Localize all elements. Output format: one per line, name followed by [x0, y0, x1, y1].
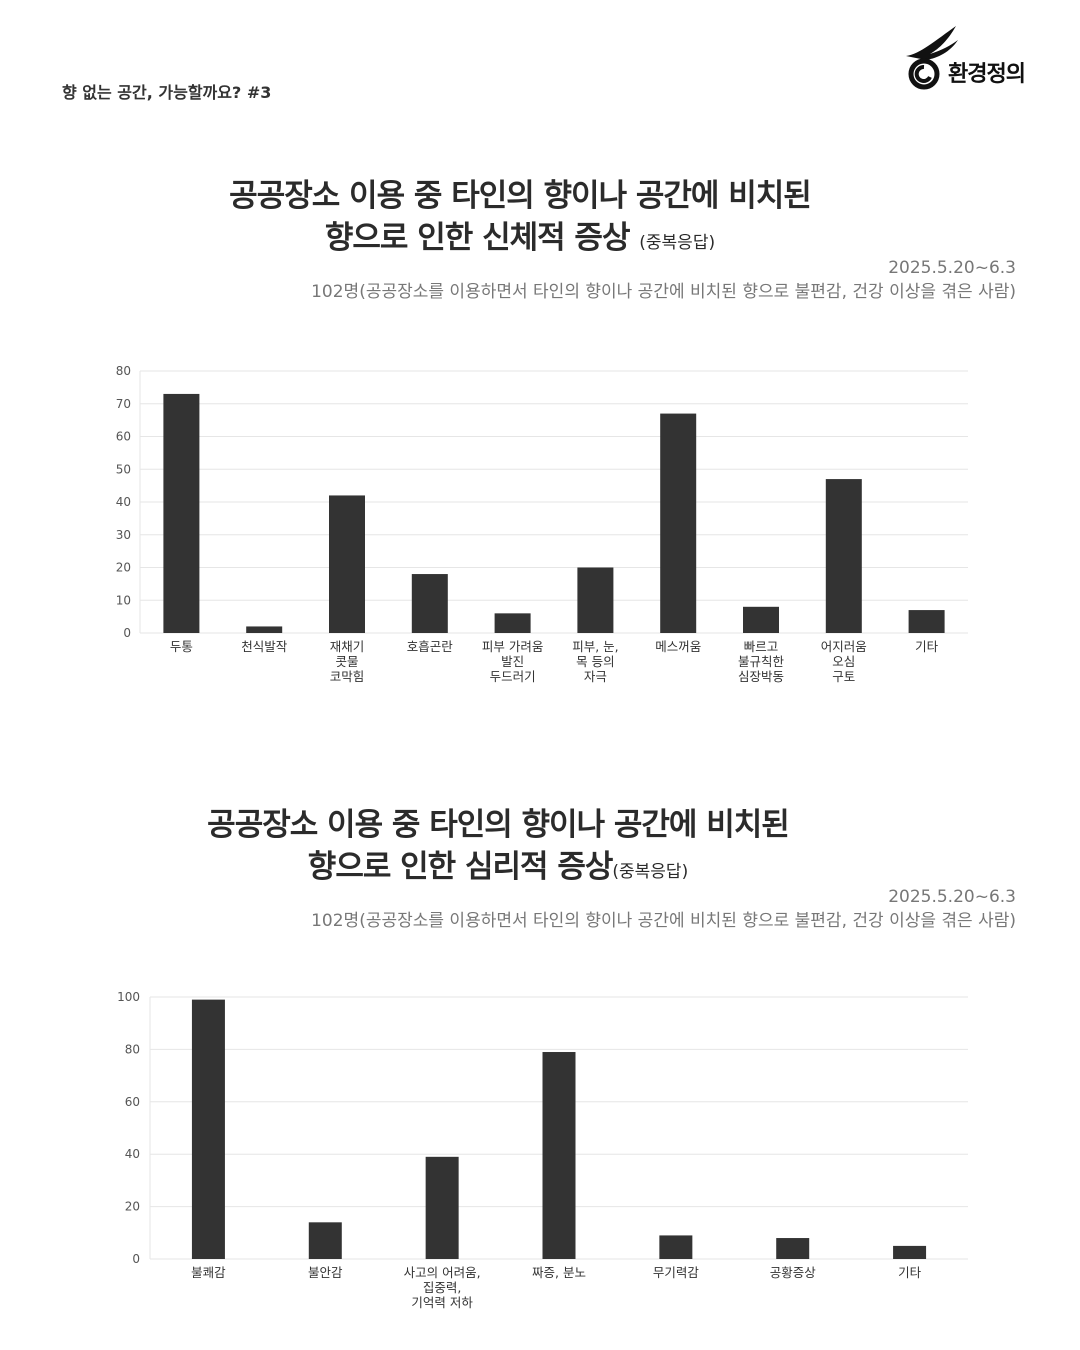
bar [425, 1156, 459, 1259]
x-tick-label-line: 불안감 [308, 1265, 343, 1280]
title-line-2: 향으로 인한 신체적 증상 [324, 220, 631, 256]
x-tick-label-line: 두통 [170, 639, 193, 654]
y-tick-label: 30 [116, 528, 131, 542]
x-tick-label-line: 기타 [915, 639, 939, 654]
x-tick-label-line: 재채기 [330, 639, 365, 654]
survey-date: 2025.5.20~6.3 [888, 258, 1016, 278]
x-tick-label-line: 천식발작 [241, 639, 288, 654]
x-tick-label: 어지러움 오심 구토 [821, 639, 867, 684]
y-tick-label: 10 [116, 593, 131, 607]
x-tick-label-line: 기타 [898, 1265, 922, 1280]
y-tick-label: 40 [125, 1147, 140, 1161]
logo-text: 환경정의 [948, 62, 1026, 87]
x-tick-label-line: 빠르고 [744, 639, 779, 654]
bar [191, 999, 225, 1259]
y-tick-label: 60 [125, 1095, 140, 1109]
x-tick-label: 피부 가려움 발진 두드러기 [482, 639, 543, 684]
bar [542, 1052, 576, 1259]
chart-title-psychological: 공공장소 이용 중 타인의 향이나 공간에 비치된 향으로 인한 심리적 증상(… [138, 804, 858, 893]
x-tick-label-line: 코막힘 [330, 669, 365, 684]
x-tick-label-line: 공황증상 [770, 1265, 817, 1280]
respondents-note: 102명(공공장소를 이용하면서 타인의 향이나 공간에 비치된 향으로 불편감… [311, 911, 1016, 931]
chart-title-physical: 공공장소 이용 중 타인의 향이나 공간에 비치된 향으로 인한 신체적 증상 … [160, 175, 880, 264]
bar [411, 574, 448, 633]
x-tick-label-line: 심장박동 [738, 669, 784, 684]
x-tick-label: 기타 [898, 1265, 922, 1280]
title-note: (중복응답) [612, 862, 689, 882]
y-tick-label: 70 [116, 397, 131, 411]
y-tick-label: 80 [125, 1042, 140, 1056]
bar [246, 626, 283, 633]
y-tick-label: 80 [116, 364, 131, 378]
bar [577, 567, 614, 633]
bar [660, 413, 697, 633]
y-tick-label: 0 [123, 626, 131, 640]
x-tick-label-line: 어지러움 [821, 639, 867, 654]
x-tick-label-line: 구토 [832, 669, 855, 684]
bar [659, 1235, 693, 1259]
x-tick-label-line: 콧물 [335, 654, 358, 669]
x-tick-label-line: 짜증, 분노 [532, 1265, 586, 1280]
y-tick-label: 20 [116, 561, 131, 575]
y-tick-label: 0 [132, 1252, 140, 1266]
x-tick-label: 두통 [170, 639, 193, 654]
bird-logo-icon [906, 26, 958, 90]
x-tick-label-line: 목 등의 [576, 654, 614, 669]
x-tick-label: 피부, 눈, 목 등의 자극 [572, 639, 618, 684]
chart-meta-physical: 2025.5.20~6.3 102명(공공장소를 이용하면서 타인의 향이나 공… [311, 256, 1016, 304]
x-tick-label: 짜증, 분노 [532, 1265, 586, 1280]
x-tick-label-line: 불쾌감 [191, 1265, 226, 1280]
y-tick-label: 100 [117, 990, 140, 1004]
x-tick-label: 재채기 콧물 코막힘 [330, 639, 365, 684]
survey-date: 2025.5.20~6.3 [888, 887, 1016, 907]
y-tick-label: 40 [116, 495, 131, 509]
x-tick-label-line: 오심 [832, 654, 855, 669]
x-tick-label-line: 피부 가려움 [482, 639, 543, 654]
bar [163, 393, 200, 633]
y-tick-label: 20 [125, 1200, 140, 1214]
bar [308, 1222, 342, 1259]
logo: 환경정의 [900, 26, 1060, 92]
x-tick-label-line: 메스꺼움 [655, 639, 701, 654]
x-tick-label: 사고의 어려움, 집중력, 기억력 저하 [404, 1265, 481, 1310]
x-tick-label: 공황증상 [770, 1265, 817, 1280]
x-tick-label-line: 무기력감 [653, 1265, 700, 1280]
x-tick-label: 무기력감 [653, 1265, 700, 1280]
x-tick-label: 메스꺼움 [655, 639, 701, 654]
x-tick-label-line: 자극 [584, 669, 607, 684]
x-tick-label: 불안감 [308, 1265, 343, 1280]
x-tick-label: 빠르고 불규칙한 심장박동 [738, 639, 785, 684]
y-tick-label: 60 [116, 430, 131, 444]
bar [329, 495, 365, 633]
x-tick-label: 호흡곤란 [407, 639, 454, 654]
chart-meta-psychological: 2025.5.20~6.3 102명(공공장소를 이용하면서 타인의 향이나 공… [311, 885, 1016, 933]
title-line-2: 향으로 인한 심리적 증상 [307, 849, 614, 885]
bar [776, 1238, 810, 1259]
title-line-1: 공공장소 이용 중 타인의 향이나 공간에 비치된 [229, 178, 812, 214]
x-tick-label: 불쾌감 [191, 1265, 226, 1280]
x-tick-label-line: 불규칙한 [738, 654, 785, 669]
bar [908, 610, 945, 633]
x-tick-label-line: 사고의 어려움, [404, 1265, 481, 1280]
x-tick-label-line: 기억력 저하 [411, 1295, 473, 1310]
x-tick-label: 천식발작 [241, 639, 288, 654]
x-tick-label-line: 발진 [501, 654, 524, 669]
respondents-note: 102명(공공장소를 이용하면서 타인의 향이나 공간에 비치된 향으로 불편감… [311, 282, 1016, 302]
bar [825, 479, 862, 633]
bar [494, 613, 531, 633]
y-tick-label: 50 [116, 462, 131, 476]
x-tick-label-line: 피부, 눈, [572, 639, 618, 654]
x-tick-label-line: 호흡곤란 [407, 639, 454, 654]
title-line-1: 공공장소 이용 중 타인의 향이나 공간에 비치된 [207, 807, 790, 843]
x-tick-label: 기타 [915, 639, 939, 654]
x-tick-label-line: 집중력, [423, 1280, 461, 1295]
x-tick-label-line: 두드러기 [490, 669, 536, 684]
title-note: (중복응답) [639, 233, 716, 253]
bar [893, 1245, 927, 1259]
series-label: 향 없는 공간, 가능할까요? #3 [62, 83, 272, 102]
bar [743, 606, 779, 633]
